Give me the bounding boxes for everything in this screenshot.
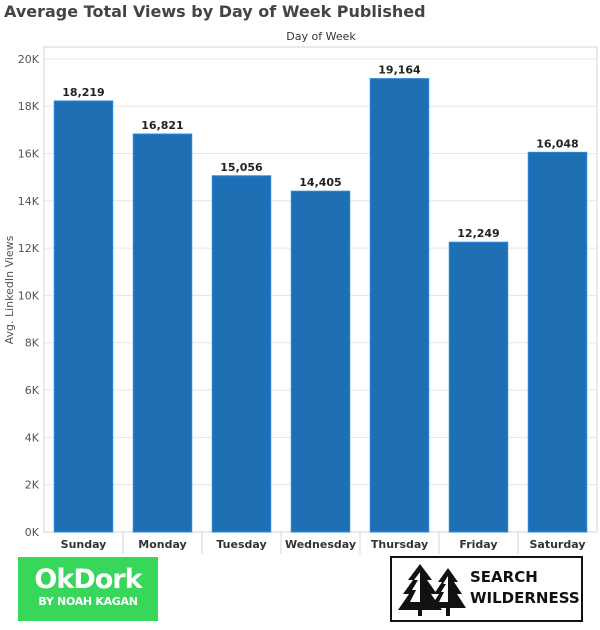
y-tick-label: 12K xyxy=(18,242,40,255)
y-tick-label: 16K xyxy=(18,147,40,160)
bar xyxy=(211,175,272,533)
x-tick-label: Friday xyxy=(459,538,497,551)
okdork-logo-subtitle: BY NOAH KAGAN xyxy=(38,595,138,608)
data-label: 16,821 xyxy=(141,119,183,132)
y-tick-label: 18K xyxy=(18,100,40,113)
data-label: 14,405 xyxy=(299,176,341,189)
y-tick-label: 10K xyxy=(18,289,40,302)
chart-title: Average Total Views by Day of Week Publi… xyxy=(4,2,426,21)
bar xyxy=(132,133,193,533)
search-wilderness-line1: SEARCH xyxy=(470,568,538,586)
value-labels: 18,219 16,821 15,056 14,405 19,164 12,249 16,0… xyxy=(62,64,578,241)
data-label: 12,249 xyxy=(457,227,499,240)
bars xyxy=(53,78,588,533)
y-axis-label: Avg. LinkedIn Views xyxy=(3,235,16,344)
data-label: 19,164 xyxy=(378,64,421,77)
bar xyxy=(290,190,351,533)
y-tick-label: 0K xyxy=(25,526,40,539)
y-tick-label: 6K xyxy=(25,384,40,397)
x-tick-label: Saturday xyxy=(530,538,586,551)
column-header: Day of Week xyxy=(286,30,356,43)
y-tick-label: 14K xyxy=(18,195,40,208)
data-label: 15,056 xyxy=(220,161,263,174)
bar xyxy=(448,241,509,533)
bar xyxy=(369,78,430,533)
x-tick-labels: Sunday Monday Tuesday Wednesday Thursday Frid… xyxy=(61,538,586,551)
bar xyxy=(53,100,114,533)
search-wilderness-line2: WILDERNESS xyxy=(470,589,580,607)
x-tick-label: Sunday xyxy=(61,538,107,551)
x-tick-label: Thursday xyxy=(371,538,428,551)
x-tick-label: Wednesday xyxy=(285,538,356,551)
data-label: 16,048 xyxy=(536,137,578,150)
bar xyxy=(527,151,588,533)
x-tick-label: Monday xyxy=(138,538,186,551)
y-tick-labels: 0K 2K 4K 6K 8K 10K 12K 14K 16K 18K 20K xyxy=(18,53,40,539)
y-tick-label: 2K xyxy=(25,479,40,492)
search-wilderness-logo: SEARCH WILDERNESS xyxy=(390,556,583,622)
data-label: 18,219 xyxy=(62,86,104,99)
y-tick-label: 20K xyxy=(18,53,40,66)
y-tick-label: 8K xyxy=(25,337,40,350)
x-tick-label: Tuesday xyxy=(216,538,266,551)
okdork-logo: OkDork BY NOAH KAGAN xyxy=(18,557,158,621)
bar-chart: Day of Week Avg. LinkedIn Views 0K 2K 4K 6K… xyxy=(3,30,598,554)
okdork-logo-title: OkDork xyxy=(34,564,142,595)
pine-trees-icon xyxy=(398,564,466,616)
y-tick-label: 4K xyxy=(25,431,40,444)
